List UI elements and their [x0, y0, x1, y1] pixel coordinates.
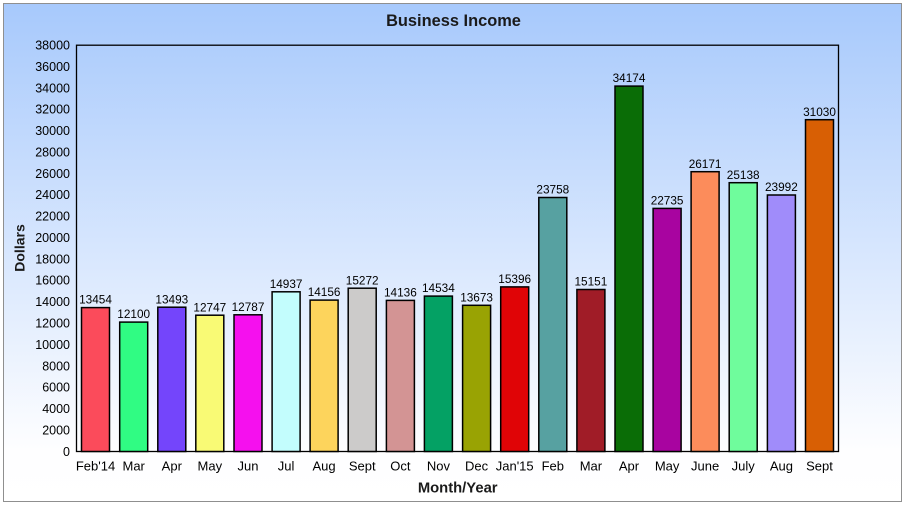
svg-text:15151: 15151	[574, 275, 607, 289]
svg-text:15272: 15272	[346, 273, 379, 287]
svg-text:Mar: Mar	[580, 458, 603, 473]
svg-text:36000: 36000	[35, 60, 70, 74]
svg-text:4000: 4000	[42, 402, 70, 416]
svg-text:14534: 14534	[422, 281, 455, 295]
svg-text:May: May	[655, 458, 680, 473]
svg-text:14937: 14937	[270, 277, 303, 291]
svg-text:Aug: Aug	[313, 458, 336, 473]
svg-text:Dec: Dec	[465, 458, 489, 473]
svg-text:22735: 22735	[651, 194, 684, 208]
svg-text:2000: 2000	[42, 423, 70, 437]
svg-text:Business Income: Business Income	[386, 12, 521, 30]
svg-text:Apr: Apr	[619, 458, 640, 473]
svg-text:24000: 24000	[35, 188, 70, 202]
svg-text:13493: 13493	[155, 292, 188, 306]
svg-text:12000: 12000	[35, 317, 70, 331]
svg-text:18000: 18000	[35, 252, 70, 266]
svg-text:12787: 12787	[232, 300, 265, 314]
svg-text:0: 0	[63, 445, 70, 459]
svg-text:Apr: Apr	[162, 458, 183, 473]
svg-text:28000: 28000	[35, 145, 70, 159]
svg-text:6000: 6000	[42, 381, 70, 395]
svg-text:Feb'14: Feb'14	[76, 458, 115, 473]
svg-text:26000: 26000	[35, 167, 70, 181]
svg-text:12747: 12747	[193, 300, 226, 314]
svg-text:Jan'15: Jan'15	[496, 458, 534, 473]
svg-text:32000: 32000	[35, 103, 70, 117]
svg-text:8000: 8000	[42, 359, 70, 373]
svg-text:Oct: Oct	[390, 458, 411, 473]
svg-text:34174: 34174	[613, 71, 646, 85]
svg-text:15396: 15396	[498, 272, 531, 286]
svg-text:June: June	[691, 458, 719, 473]
svg-text:Nov: Nov	[427, 458, 451, 473]
svg-text:Sept: Sept	[349, 458, 376, 473]
svg-text:22000: 22000	[35, 210, 70, 224]
svg-text:26171: 26171	[689, 157, 722, 171]
svg-text:25138: 25138	[727, 168, 760, 182]
svg-text:Month/Year: Month/Year	[418, 480, 498, 496]
svg-text:30000: 30000	[35, 124, 70, 138]
svg-text:Jul: Jul	[278, 458, 295, 473]
svg-text:31030: 31030	[803, 105, 836, 119]
svg-text:Sept: Sept	[806, 458, 833, 473]
svg-text:13673: 13673	[460, 290, 493, 304]
svg-text:Feb: Feb	[542, 458, 564, 473]
svg-text:16000: 16000	[35, 274, 70, 288]
svg-text:July: July	[732, 458, 756, 473]
svg-text:14136: 14136	[384, 286, 417, 300]
svg-text:38000: 38000	[35, 39, 70, 53]
svg-text:20000: 20000	[35, 231, 70, 245]
svg-text:12100: 12100	[117, 307, 150, 321]
svg-text:23992: 23992	[765, 180, 798, 194]
svg-text:May: May	[198, 458, 223, 473]
svg-text:Aug: Aug	[770, 458, 793, 473]
svg-text:Dollars: Dollars	[12, 224, 28, 272]
svg-text:34000: 34000	[35, 81, 70, 95]
svg-text:14156: 14156	[308, 285, 341, 299]
svg-text:Mar: Mar	[123, 458, 146, 473]
svg-text:13454: 13454	[79, 293, 112, 307]
svg-text:23758: 23758	[536, 183, 569, 197]
svg-text:10000: 10000	[35, 338, 70, 352]
svg-text:14000: 14000	[35, 295, 70, 309]
svg-text:Jun: Jun	[238, 458, 259, 473]
